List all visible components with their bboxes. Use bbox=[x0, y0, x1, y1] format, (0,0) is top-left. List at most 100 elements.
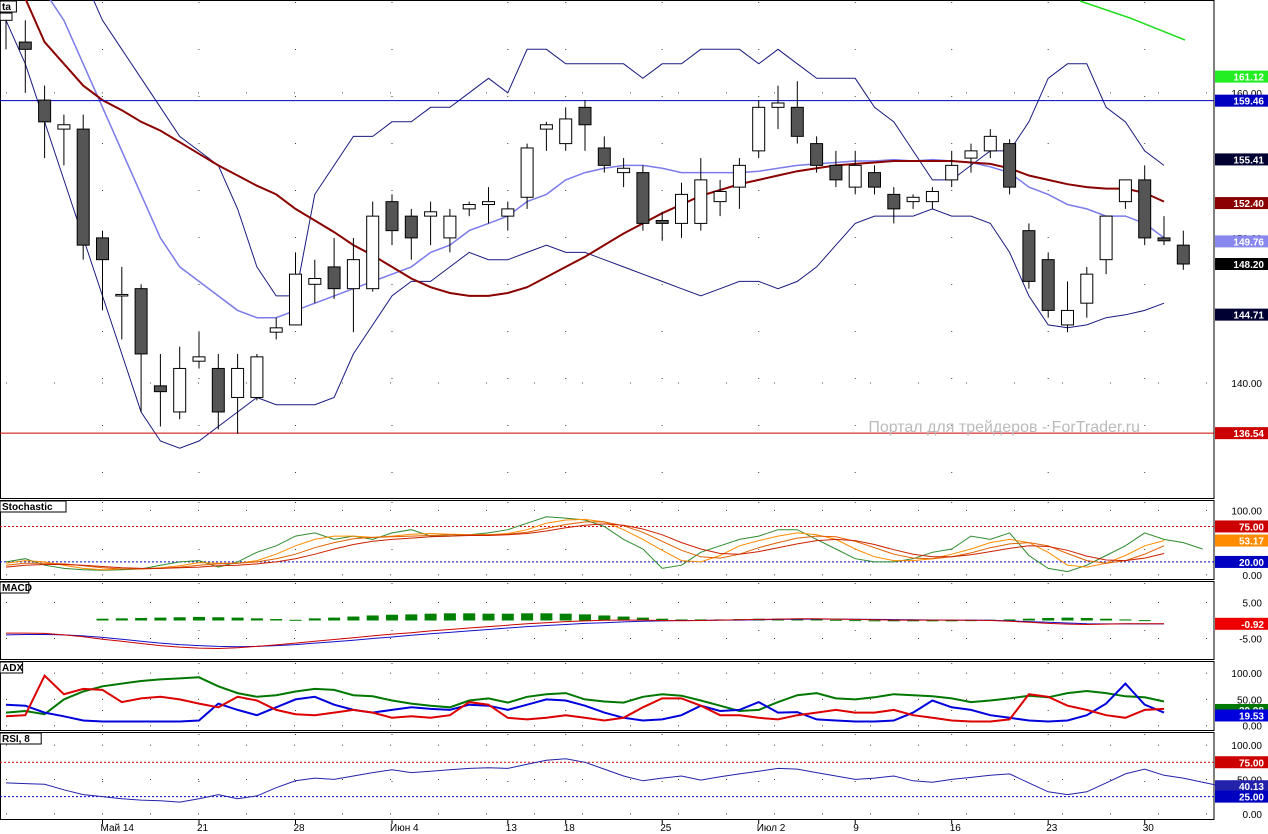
price-price-tag-6 bbox=[1215, 308, 1268, 321]
candle-body-49 bbox=[945, 164, 959, 181]
x-label-2: 28 bbox=[294, 823, 306, 834]
candle-body-4 bbox=[76, 128, 90, 246]
candle-body-26 bbox=[501, 208, 515, 217]
macd-hist-bar-45 bbox=[868, 620, 881, 622]
macd-hist-bar-58 bbox=[1119, 619, 1132, 621]
macd-hist-bar-10 bbox=[193, 616, 205, 621]
candle-body-58 bbox=[1118, 179, 1132, 203]
panel-frame-2 bbox=[0, 581, 1215, 660]
price-price-tag-label-2: 155.41 bbox=[1233, 155, 1264, 166]
y-tick-1-1: 0.00 bbox=[1243, 571, 1263, 582]
candle-body-2 bbox=[38, 99, 52, 123]
panel-frame-1 bbox=[0, 500, 1215, 580]
candle-body-12 bbox=[231, 367, 245, 398]
price-price-tag-4 bbox=[1215, 235, 1268, 248]
candle-body-3 bbox=[57, 124, 71, 130]
macd-price-tag-0 bbox=[1215, 617, 1268, 630]
macd-hist-bar-31 bbox=[598, 615, 611, 621]
rsi-price-tag-label-1: 40.13 bbox=[1239, 782, 1264, 793]
x-label-5: 18 bbox=[564, 823, 576, 834]
panel-title-4: RSI, 8 bbox=[2, 734, 30, 745]
candle-body-23 bbox=[443, 215, 457, 239]
macd-main-line bbox=[6, 618, 1165, 650]
candle-body-8 bbox=[153, 385, 167, 393]
candle-body-18 bbox=[346, 259, 360, 290]
panel-title-box-1 bbox=[0, 500, 67, 513]
price-price-tag-label-4: 149.76 bbox=[1233, 237, 1264, 248]
macd-hist-bar-36 bbox=[694, 619, 707, 621]
macd-hist-bar-5 bbox=[96, 618, 109, 621]
macd-hist-bar-17 bbox=[328, 617, 341, 621]
candle-body-41 bbox=[790, 106, 804, 137]
macd-hist-bar-52 bbox=[1003, 619, 1016, 621]
x-label-9: 16 bbox=[950, 823, 962, 834]
adx-line-0 bbox=[5, 676, 1165, 716]
y-tick-4-2: 0.00 bbox=[1243, 810, 1263, 821]
macd-hist-bar-41 bbox=[791, 619, 804, 621]
price-price-tag-5 bbox=[1215, 258, 1268, 271]
macd-hist-bar-33 bbox=[636, 617, 649, 621]
price-price-tag-3 bbox=[1215, 197, 1268, 210]
watermark: Портал для трейдеров - ForTrader.ru bbox=[868, 419, 1140, 436]
macd-hist-bar-19 bbox=[366, 615, 379, 621]
panel-title-box-3 bbox=[0, 661, 24, 674]
macd-hist-bar-14 bbox=[270, 619, 283, 621]
stoch-price-tag-0 bbox=[1215, 520, 1268, 533]
adx-line-1 bbox=[5, 682, 1165, 723]
candle-body-51 bbox=[983, 135, 997, 152]
panel-title-box-2 bbox=[0, 581, 30, 594]
candle-body-22 bbox=[424, 211, 438, 217]
rsi-price-tag-2 bbox=[1215, 790, 1268, 803]
price-price-tag-label-6: 144.71 bbox=[1233, 311, 1264, 322]
panel-title-2: MACD bbox=[2, 583, 32, 594]
macd-hist-bar-28 bbox=[540, 613, 553, 621]
macd-hist-bar-12 bbox=[231, 617, 244, 621]
candle-body-52 bbox=[1003, 143, 1017, 188]
adx-price-tag-label-1: 19.53 bbox=[1239, 711, 1264, 722]
x-label-6: 25 bbox=[660, 823, 672, 834]
candle-body-35 bbox=[675, 193, 688, 224]
price-price-tag-label-3: 152.40 bbox=[1233, 199, 1264, 210]
candle-body-45 bbox=[868, 172, 881, 188]
candle-body-28 bbox=[539, 124, 553, 130]
candle-body-50 bbox=[964, 150, 978, 159]
candle-body-29 bbox=[559, 118, 573, 145]
y-tick-2-1: -5.00 bbox=[1239, 634, 1262, 645]
macd-hist-bar-59 bbox=[1138, 620, 1151, 622]
candle-body-59 bbox=[1138, 179, 1152, 239]
candle-body-34 bbox=[655, 219, 669, 224]
x-label-8: 9 bbox=[853, 823, 859, 834]
stoch-price-tag-label-1: 53.17 bbox=[1239, 537, 1264, 548]
macd-hist-bar-15 bbox=[289, 619, 302, 621]
candle-body-20 bbox=[385, 201, 399, 232]
candle-body-42 bbox=[810, 143, 824, 166]
y-tick-4-0: 100.00 bbox=[1231, 741, 1262, 752]
candle-body-14 bbox=[269, 327, 283, 333]
candle-body-1 bbox=[18, 41, 32, 50]
macd-hist-bar-49 bbox=[945, 620, 958, 622]
series-layer bbox=[0, 0, 1223, 803]
bollinger-lower bbox=[5, 20, 1165, 449]
macd-hist-bar-42 bbox=[810, 619, 823, 621]
macd-hist-bar-44 bbox=[849, 620, 862, 622]
candle-body-15 bbox=[289, 273, 302, 326]
candle-body-33 bbox=[636, 172, 650, 224]
panel-frame-0 bbox=[0, 0, 1215, 499]
macd-hist-bar-18 bbox=[347, 616, 360, 621]
macd-hist-bar-47 bbox=[907, 620, 920, 622]
macd-signal-line bbox=[5, 618, 1164, 648]
grid-layer bbox=[0, 0, 1215, 824]
price-price-tag-label-0: 161.12 bbox=[1233, 73, 1264, 84]
candle-body-31 bbox=[597, 147, 611, 166]
panel-title-box-4 bbox=[0, 732, 42, 745]
stoch-price-tag-label-0: 75.00 bbox=[1239, 522, 1264, 533]
price-price-tag-7 bbox=[1215, 427, 1268, 440]
y-tick-3-2: 0.00 bbox=[1243, 722, 1263, 733]
x-label-3: Июн 4 bbox=[390, 823, 419, 834]
candle-body-16 bbox=[308, 278, 322, 285]
candle-body-54 bbox=[1041, 259, 1055, 311]
price-price-tag-2 bbox=[1215, 153, 1268, 166]
x-label-7: Июл 2 bbox=[757, 823, 786, 834]
candle-body-40 bbox=[771, 102, 785, 108]
